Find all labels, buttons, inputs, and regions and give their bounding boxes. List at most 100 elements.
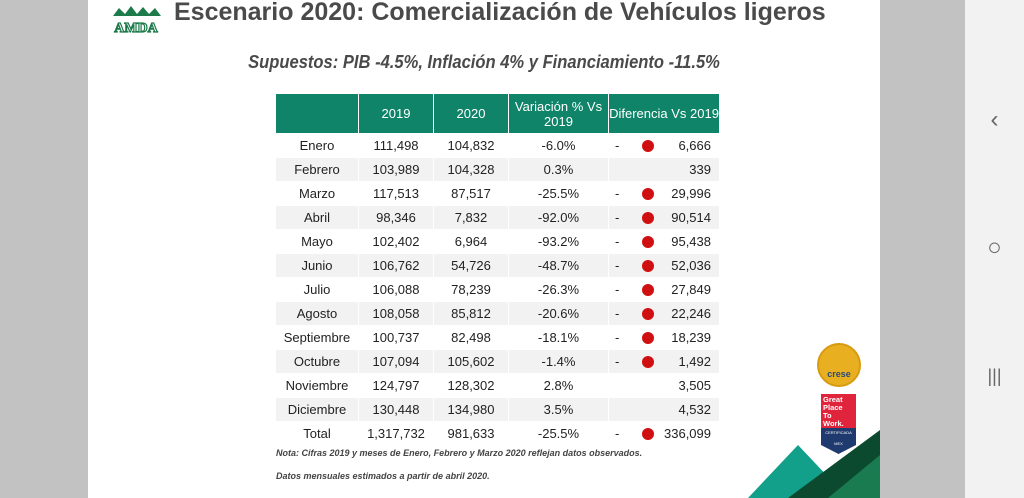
cell-var: -18.1% — [508, 325, 609, 350]
dash: - — [615, 138, 620, 153]
cell-y2020: 981,633 — [433, 421, 509, 446]
diff-value: 336,099 — [664, 426, 711, 441]
negative-indicator-icon — [642, 308, 654, 320]
diff-value: 3,505 — [678, 378, 711, 393]
cell-y2020: 78,239 — [433, 277, 509, 302]
cell-diff: - 90,514 — [608, 205, 720, 230]
home-button[interactable]: ○ — [987, 234, 1002, 261]
dash: - — [615, 354, 620, 369]
dash: - — [615, 306, 620, 321]
cell-var: -25.5% — [508, 181, 609, 206]
table-row: Enero 111,498 104,832 -6.0% - 6,666 — [275, 133, 720, 158]
table-row: Marzo 117,513 87,517 -25.5% - 29,996 — [275, 181, 720, 206]
cell-y2020: 6,964 — [433, 229, 509, 254]
dash: - — [615, 282, 620, 297]
cell-y2020: 104,832 — [433, 133, 509, 158]
cell-y2020: 7,832 — [433, 205, 509, 230]
cell-y2020: 87,517 — [433, 181, 509, 206]
cell-diff: - 22,246 — [608, 301, 720, 326]
great-place-to-work-badge: Great Place To Work. CERTIFICADA MEX — [821, 394, 856, 454]
cell-y2019: 1,317,732 — [358, 421, 434, 446]
negative-indicator-icon — [642, 428, 654, 440]
cell-y2019: 130,448 — [358, 397, 434, 422]
cell-var: 2.8% — [508, 373, 609, 398]
cell-y2020: 85,812 — [433, 301, 509, 326]
diff-value: 1,492 — [678, 354, 711, 369]
table-row: Agosto 108,058 85,812 -20.6% - 22,246 — [275, 301, 720, 326]
column-header: 2020 — [433, 93, 509, 134]
negative-indicator-icon — [642, 236, 654, 248]
cell-month: Diciembre — [275, 397, 359, 422]
cell-var: -20.6% — [508, 301, 609, 326]
crese-badge: crese — [817, 343, 861, 387]
cell-month: Julio — [275, 277, 359, 302]
decorative-corner-shapes — [748, 430, 880, 498]
page-subtitle: Supuestos: PIB -4.5%, Inflación 4% y Fin… — [248, 52, 720, 72]
dash: - — [615, 210, 620, 225]
negative-indicator-icon — [642, 260, 654, 272]
dash: - — [615, 330, 620, 345]
back-button[interactable]: ‹ — [990, 106, 999, 133]
diff-value: 27,849 — [671, 282, 711, 297]
presentation-slide: AMDA Escenario 2020: Comercialización de… — [88, 0, 880, 498]
negative-indicator-icon — [642, 212, 654, 224]
cell-y2019: 100,737 — [358, 325, 434, 350]
column-header — [275, 93, 359, 134]
cell-month: Junio — [275, 253, 359, 278]
page-title: Escenario 2020: Comercialización de Vehí… — [174, 0, 826, 26]
table-row: Febrero 103,989 104,328 0.3% 339 — [275, 157, 720, 182]
cell-y2019: 102,402 — [358, 229, 434, 254]
cell-diff: - 95,438 — [608, 229, 720, 254]
cell-month: Octubre — [275, 349, 359, 374]
cell-diff: - 29,996 — [608, 181, 720, 206]
note-2: Datos mensuales estimados a partir de ab… — [276, 471, 490, 481]
column-header: Diferencia Vs 2019 — [608, 93, 720, 134]
cell-month: Total — [275, 421, 359, 446]
dash: - — [615, 234, 620, 249]
cell-y2019: 124,797 — [358, 373, 434, 398]
table-row: Junio 106,762 54,726 -48.7% - 52,036 — [275, 253, 720, 278]
diff-value: 52,036 — [671, 258, 711, 273]
cell-y2019: 117,513 — [358, 181, 434, 206]
cell-y2020: 128,302 — [433, 373, 509, 398]
negative-indicator-icon — [642, 356, 654, 368]
table-row: Abril 98,346 7,832 -92.0% - 90,514 — [275, 205, 720, 230]
column-header: 2019 — [358, 93, 434, 134]
note-1: Nota: Cifras 2019 y meses de Enero, Febr… — [276, 448, 643, 458]
dash: - — [615, 258, 620, 273]
sales-table: 2019 2020 Variación % Vs 2019 Diferencia Vs… — [275, 93, 720, 446]
recents-button[interactable]: ||| — [987, 366, 1002, 386]
cell-diff: 339 — [608, 157, 720, 182]
column-header: Variación % Vs 2019 — [508, 93, 609, 134]
table-row: Julio 106,088 78,239 -26.3% - 27,849 — [275, 277, 720, 302]
cell-var: -93.2% — [508, 229, 609, 254]
cell-diff: - 1,492 — [608, 349, 720, 374]
table-row: Noviembre 124,797 128,302 2.8% 3,505 — [275, 373, 720, 398]
negative-indicator-icon — [642, 140, 654, 152]
table-row: Octubre 107,094 105,602 -1.4% - 1,492 — [275, 349, 720, 374]
diff-value: 29,996 — [671, 186, 711, 201]
cell-y2020: 134,980 — [433, 397, 509, 422]
diff-value: 22,246 — [671, 306, 711, 321]
table-row: Mayo 102,402 6,964 -93.2% - 95,438 — [275, 229, 720, 254]
diff-value: 6,666 — [678, 138, 711, 153]
cell-month: Enero — [275, 133, 359, 158]
cell-month: Noviembre — [275, 373, 359, 398]
cell-y2019: 103,989 — [358, 157, 434, 182]
cell-month: Mayo — [275, 229, 359, 254]
diff-value: 90,514 — [671, 210, 711, 225]
cell-y2019: 108,058 — [358, 301, 434, 326]
table-row: Septiembre 100,737 82,498 -18.1% - 18,239 — [275, 325, 720, 350]
cell-var: -26.3% — [508, 277, 609, 302]
cell-y2020: 104,328 — [433, 157, 509, 182]
cell-month: Marzo — [275, 181, 359, 206]
cell-diff: - 27,849 — [608, 277, 720, 302]
cell-y2019: 111,498 — [358, 133, 434, 158]
cell-month: Febrero — [275, 157, 359, 182]
cell-var: -6.0% — [508, 133, 609, 158]
cell-month: Septiembre — [275, 325, 359, 350]
cell-diff: - 6,666 — [608, 133, 720, 158]
android-navigation-bar: ‹ ○ ||| — [965, 0, 1024, 498]
dash: - — [615, 426, 620, 441]
cell-y2020: 105,602 — [433, 349, 509, 374]
